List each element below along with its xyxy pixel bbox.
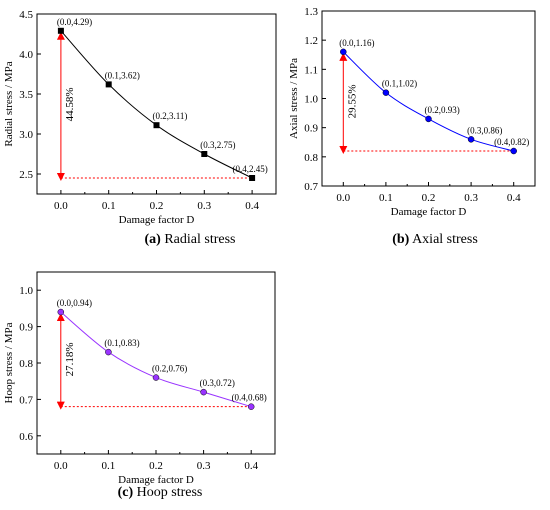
x-tick-label: 0.3	[197, 460, 211, 472]
x-tick-label: 0.3	[197, 200, 211, 212]
x-axis-label: Damage factor D	[118, 474, 194, 486]
y-tick-label: 1.0	[19, 285, 33, 297]
data-point	[382, 89, 390, 96]
hoop-stress-chart: 0.0 0.1 0.2 0.3 0.4 0.6 0.7 0.8 0.9 1.0 Damage fac…	[3, 271, 276, 486]
data-label: (0.0,4.29)	[57, 17, 92, 27]
data-label: (0.0,1.16)	[339, 38, 374, 48]
caption-title: Radial stress	[164, 232, 236, 247]
y-axis-label: Axial stress / MPa	[288, 58, 300, 139]
y-tick-label: 0.9	[19, 322, 33, 334]
caption-title: Hoop stress	[136, 485, 203, 500]
series-line	[342, 51, 514, 152]
x-tick-label: 0.4	[244, 460, 258, 472]
data-point	[153, 122, 160, 129]
data-label: (0.2,0.93)	[425, 105, 460, 115]
y-tick-label: 0.8	[304, 152, 318, 164]
data-point	[57, 308, 65, 316]
x-tick-label: 0.1	[379, 192, 393, 204]
y-tick-label: 0.6	[19, 431, 33, 443]
data-label: (0.1,0.83)	[104, 338, 139, 348]
x-tick-label: 0.2	[150, 200, 164, 212]
data-point	[105, 348, 112, 356]
axial-stress-chart: 0.0 0.1 0.2 0.3 0.4 0.7 0.8 0.9 1.0 1.1 1.2 1.3 Dama…	[288, 6, 536, 218]
caption-title: Axial stress	[412, 232, 478, 247]
y-tick-label: 0.7	[304, 181, 318, 193]
y-tick-label: 1.0	[304, 94, 318, 106]
radial-stress-chart: 0.0 0.1 0.2 0.3 0.4 2.5 3.0 3.5 4.0 4.5 Damage fac…	[3, 9, 277, 226]
data-point	[200, 388, 207, 396]
y-tick-label: 3.0	[19, 129, 33, 141]
data-point	[467, 136, 475, 143]
data-point	[249, 175, 256, 181]
data-label: (0.2,0.76)	[152, 364, 187, 374]
caption-label: (c)	[117, 485, 134, 500]
data-label: (0.3,0.86)	[467, 125, 502, 135]
x-tick-label: 0.1	[102, 200, 116, 212]
data-point	[57, 27, 64, 34]
x-tick-label: 0.4	[507, 192, 521, 204]
data-label: (0.4,0.82)	[494, 137, 529, 147]
data-point	[247, 403, 255, 410]
data-label: (0.3,0.72)	[200, 378, 235, 388]
percentage-annotation: 29.55%	[346, 84, 358, 118]
y-tick-label: 4.5	[19, 9, 33, 21]
y-tick-label: 2.5	[19, 169, 33, 181]
x-tick-label: 0.4	[245, 200, 259, 212]
series-line	[60, 30, 253, 179]
data-point	[152, 374, 160, 381]
data-point	[510, 147, 517, 155]
y-tick-label: 1.3	[304, 6, 318, 18]
x-tick-label: 0.0	[54, 460, 68, 472]
data-point	[340, 48, 347, 56]
data-point	[105, 81, 112, 88]
x-tick-label: 0.2	[422, 192, 436, 204]
y-tick-label: 0.7	[19, 394, 33, 406]
series-line	[60, 311, 252, 408]
y-tick-label: 1.1	[304, 64, 318, 76]
caption-label: (a)	[144, 232, 161, 247]
caption-radial: (a) Radial stress	[95, 232, 285, 248]
x-tick-label: 0.3	[464, 192, 478, 204]
percentage-annotation: 27.18%	[64, 342, 76, 376]
x-tick-label: 0.0	[54, 200, 68, 212]
x-tick-label: 0.2	[149, 460, 163, 472]
y-axis-label: Hoop stress / MPa	[3, 322, 15, 403]
data-label: (0.0,0.94)	[57, 298, 92, 308]
y-tick-label: 3.5	[19, 89, 33, 101]
data-point	[201, 151, 208, 157]
data-label: (0.4,2.45)	[232, 164, 267, 174]
caption-label: (b)	[392, 232, 410, 247]
chart-panel-hoop: 0.0 0.1 0.2 0.3 0.4 0.6 0.7 0.8 0.9 1.0 Damage fac…	[0, 258, 276, 493]
data-label: (0.3,2.75)	[200, 140, 235, 150]
data-label: (0.1,3.62)	[105, 70, 140, 80]
y-tick-label: 0.8	[19, 358, 33, 370]
caption-hoop: (c) Hoop stress	[85, 485, 235, 501]
caption-axial: (b) Axial stress	[360, 232, 510, 248]
x-tick-label: 0.0	[336, 192, 350, 204]
y-tick-label: 4.0	[19, 49, 33, 61]
x-tick-label: 0.1	[102, 460, 116, 472]
percentage-annotation: 44.58%	[64, 87, 76, 121]
chart-panel-axial: 0.0 0.1 0.2 0.3 0.4 0.7 0.8 0.9 1.0 1.1 1.2 1.3 Dama…	[285, 0, 550, 235]
y-tick-label: 1.2	[304, 35, 318, 47]
data-label: (0.4,0.68)	[232, 393, 267, 403]
chart-panel-radial: 0.0 0.1 0.2 0.3 0.4 2.5 3.0 3.5 4.0 4.5 Damage fac…	[0, 0, 277, 235]
x-axis-label: Damage factor D	[391, 206, 467, 218]
data-label: (0.2,3.11)	[153, 111, 188, 121]
y-axis-label: Radial stress / MPa	[3, 61, 15, 146]
data-point	[425, 115, 432, 123]
y-tick-label: 0.9	[304, 123, 318, 135]
x-axis-label: Damage factor D	[119, 214, 195, 226]
data-label: (0.1,1.02)	[382, 79, 417, 89]
